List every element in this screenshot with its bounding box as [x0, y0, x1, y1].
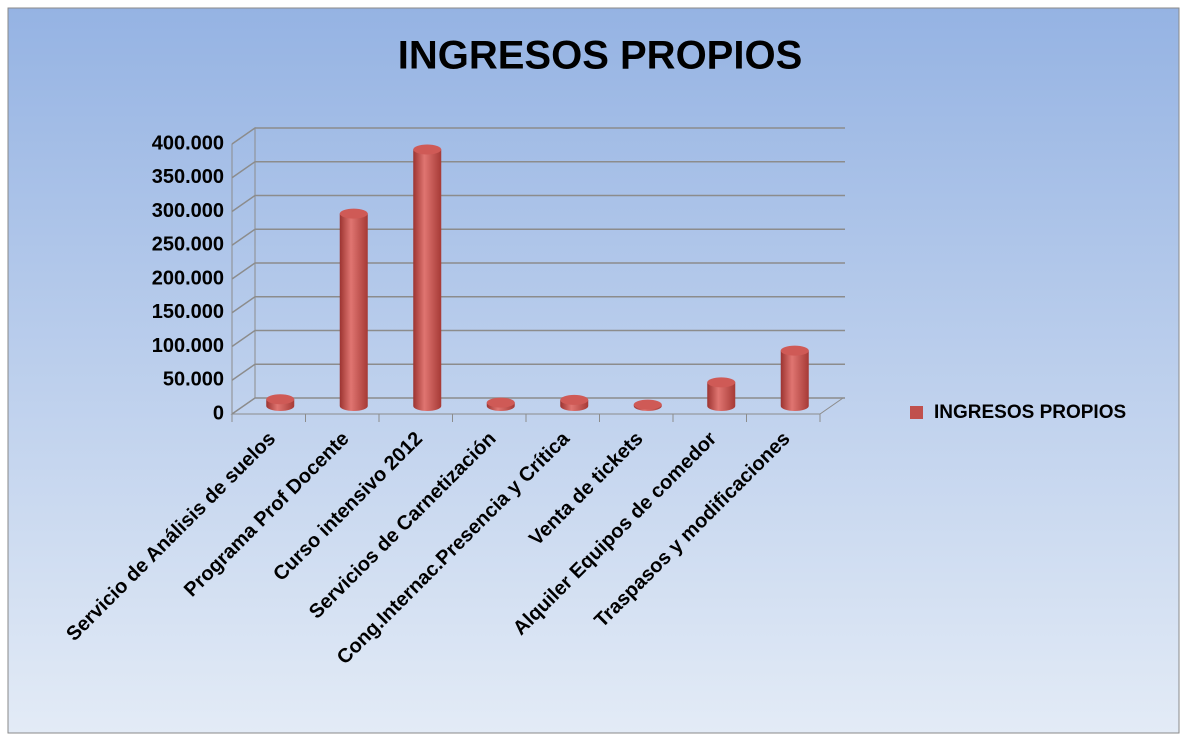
- bar: [339, 208, 368, 412]
- y-tick-label: 200.000: [152, 267, 224, 289]
- bar-top: [560, 394, 589, 405]
- bar-top: [486, 397, 515, 408]
- y-tick-label: 400.000: [152, 132, 224, 154]
- chart-area: [7, 7, 1180, 734]
- y-tick-label: 250.000: [152, 234, 224, 256]
- bar-body: [339, 213, 368, 412]
- legend-swatch: [910, 406, 923, 419]
- bar-body: [780, 350, 809, 412]
- bar-top: [339, 208, 368, 219]
- y-tick-label: 0: [213, 402, 224, 424]
- y-tick-label: 150.000: [152, 301, 224, 323]
- y-tick-label: 50.000: [163, 369, 224, 391]
- bar: [560, 394, 589, 412]
- grid-line: [231, 329, 845, 348]
- grid-line: [231, 194, 845, 213]
- bar: [413, 144, 442, 412]
- legend-label: INGRESOS PROPIOS: [934, 402, 1126, 423]
- bar: [633, 399, 662, 412]
- grid-line: [231, 127, 845, 145]
- grid-line: [231, 262, 845, 280]
- bar: [486, 397, 515, 412]
- grid-line: [231, 161, 845, 179]
- bar-body: [413, 149, 442, 412]
- bar-top: [707, 377, 736, 388]
- bar-top: [633, 399, 662, 410]
- bar-body: [707, 382, 736, 412]
- bar: [780, 345, 809, 412]
- bar-top: [413, 144, 442, 155]
- y-tick-label: 300.000: [152, 200, 224, 222]
- y-tick-label: 350.000: [152, 166, 224, 188]
- grid-line: [231, 228, 845, 246]
- bar: [707, 377, 736, 412]
- grid-line: [231, 296, 845, 314]
- grid-line: [231, 363, 845, 381]
- chart-title: INGRESOS PROPIOS: [398, 34, 803, 78]
- bar: [266, 394, 295, 412]
- y-tick-label: 100.000: [152, 335, 224, 357]
- grid-line: [231, 397, 845, 415]
- bar-top: [266, 394, 295, 405]
- bar-top: [780, 345, 809, 356]
